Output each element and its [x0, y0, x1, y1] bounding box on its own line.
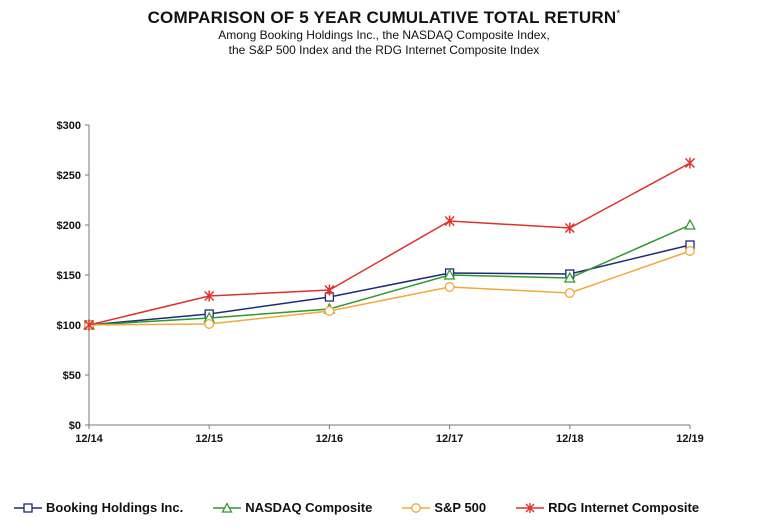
y-tick-label: $150: [57, 270, 81, 282]
data-point: [684, 157, 696, 169]
series-line-3: [88, 250, 691, 326]
x-tick-label: 12/17: [436, 433, 464, 445]
chart-subtitle-line-1: Among Booking Holdings Inc., the NASDAQ …: [218, 28, 550, 42]
chart-legend: Booking Holdings Inc. NASDAQ Composite S…: [14, 500, 699, 515]
x-tick-label: 12/19: [676, 433, 704, 445]
legend-marker-star: [516, 502, 545, 513]
data-point: [564, 288, 575, 298]
y-tick-label: $50: [63, 370, 81, 382]
legend-label: Booking Holdings Inc.: [46, 500, 184, 515]
data-point: [324, 284, 335, 296]
data-point: [685, 246, 695, 256]
title-footnote-mark: *: [616, 8, 621, 20]
x-tick-label: 12/15: [195, 433, 223, 445]
data-point: [204, 290, 215, 302]
legend-marker-square: [14, 502, 42, 513]
data-point: [563, 271, 576, 283]
chart-subtitle-line-2: the S&P 500 Index and the RDG Internet C…: [228, 43, 540, 57]
legend-item-booking: Booking Holdings Inc.: [14, 500, 183, 515]
legend-marker-circle: [402, 502, 431, 513]
data-point: [564, 222, 575, 234]
data-point: [444, 215, 455, 227]
y-tick-label: $250: [57, 170, 81, 182]
x-tick-label: 12/16: [316, 433, 344, 445]
y-tick-label: $200: [57, 220, 81, 232]
x-tick-label: 12/18: [556, 433, 584, 445]
series-line-4: [88, 162, 691, 326]
y-tick-label: $0: [69, 420, 81, 432]
series-line-2: [88, 224, 691, 326]
legend-item-sp500: S&P 500: [402, 500, 486, 515]
y-tick-label: $300: [57, 120, 81, 132]
legend-label: S&P 500: [434, 500, 487, 515]
legend-label: NASDAQ Composite: [245, 500, 373, 515]
series-line-1: [88, 244, 691, 326]
data-point: [204, 319, 215, 329]
data-point: [444, 282, 455, 292]
data-point: [324, 306, 335, 316]
legend-item-rdg: RDG Internet Composite: [516, 500, 699, 515]
y-tick-label: $100: [57, 320, 81, 332]
data-point: [684, 218, 696, 230]
legend-label: RDG Internet Composite: [548, 500, 700, 515]
data-point: [443, 268, 456, 280]
data-point: [83, 319, 95, 331]
legend-marker-triangle: [213, 501, 242, 513]
chart-title: COMPARISON OF 5 YEAR CUMULATIVE TOTAL RE…: [147, 8, 621, 27]
x-tick-label: 12/14: [75, 433, 103, 445]
legend-item-nasdaq: NASDAQ Composite: [213, 500, 372, 515]
